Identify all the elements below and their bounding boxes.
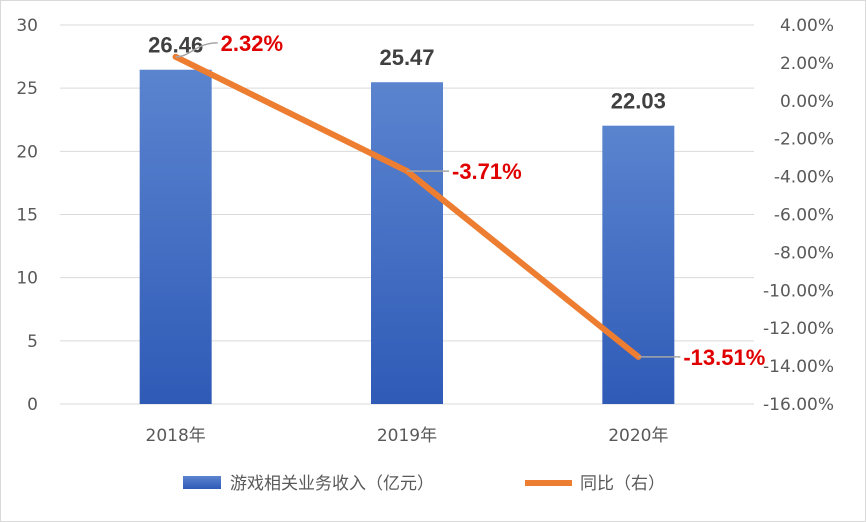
y-right-tick-label: 0.00% [780,92,834,112]
legend: 游戏相关业务收入（亿元） 同比（右） [183,474,665,494]
y-right-tick-label: 2.00% [780,54,834,74]
pct-value-label: 2.32% [221,31,283,56]
bar [371,82,443,404]
label-leader-line [175,42,218,58]
y-left-tick-label: 5 [27,332,38,352]
y-left-tick-label: 20 [16,142,38,162]
y-left-tick-label: 10 [16,269,38,289]
y-right-tick-label: 4.00% [780,16,834,36]
y-right-tick-label: -2.00% [774,130,834,150]
y-right-tick-label: -4.00% [774,168,834,188]
y-right-tick-label: -6.00% [774,206,834,226]
bar-value-label: 25.47 [379,45,434,70]
y-right-tick-label: -10.00% [763,281,834,301]
legend-label-line: 同比（右） [580,474,665,494]
y-left-tick-label: 30 [16,16,38,36]
data-labels: 26.46 25.47 22.03 2.32% -3.71% -13.51% [148,31,765,370]
y-right-tick-label: -8.00% [774,243,834,263]
axes: 0 5 10 15 20 25 30 -16.00% -14.00% -12.00% -10.00%… [16,16,834,446]
bar-value-label: 22.03 [611,89,666,114]
bar-value-label: 26.46 [148,33,203,58]
bar [139,69,212,405]
pct-value-label: -13.51% [683,345,765,370]
x-tick-label: 2019年 [377,426,437,446]
legend-swatch-bar [183,476,221,489]
x-tick-label: 2020年 [608,426,668,446]
y-left-tick-label: 0 [27,395,38,415]
bar [602,125,675,404]
legend-label-bar: 游戏相关业务收入（亿元） [230,474,434,494]
y-right-tick-label: -14.00% [763,357,834,377]
bar-series [139,69,675,405]
x-tick-label: 2018年 [146,426,206,446]
y-right-tick-label: -16.00% [763,395,834,415]
y-right-tick-label: -12.00% [763,319,834,339]
y-left-tick-label: 25 [16,79,38,99]
pct-value-label: -3.71% [452,159,522,184]
y-left-tick-label: 15 [16,206,38,226]
